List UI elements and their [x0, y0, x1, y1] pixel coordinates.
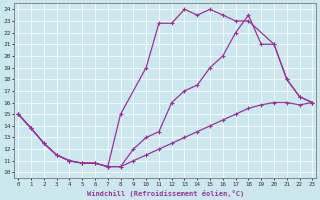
X-axis label: Windchill (Refroidissement éolien,°C): Windchill (Refroidissement éolien,°C) — [87, 190, 244, 197]
